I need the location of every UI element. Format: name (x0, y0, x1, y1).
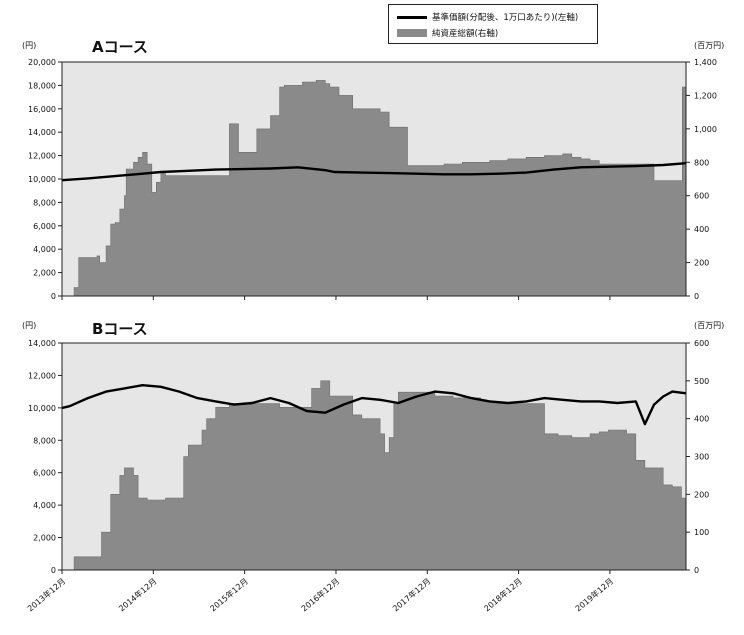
y-right-tick-label-a: 1,000 (694, 125, 717, 134)
y-left-tick-label-a: 8,000 (33, 198, 56, 207)
x-tick-label: 2019年12月 (573, 576, 615, 614)
y-right-tick-label-a: 1,200 (694, 91, 717, 100)
chart-legend: 基準価額(分配後、1万口あたり)(左軸) 純資産総額(右軸) (388, 4, 598, 44)
y-left-tick-label-b: 8,000 (33, 436, 56, 445)
y-right-tick-label-b: 0 (694, 566, 699, 575)
y-left-tick-label-b: 2,000 (33, 534, 56, 543)
y-left-tick-label-a: 4,000 (33, 245, 56, 254)
y-right-tick-label-a: 400 (694, 225, 709, 234)
chart-a-right-unit: (百万円) (694, 41, 725, 50)
y-left-tick-label-a: 18,000 (28, 81, 56, 90)
y-left-tick-label-a: 10,000 (28, 175, 56, 184)
nav-line-b (61, 384, 687, 426)
y-right-tick-label-b: 100 (694, 528, 709, 537)
y-left-tick-label-a: 14,000 (28, 128, 56, 137)
net-assets-area-a (62, 80, 687, 297)
y-right-tick-label-b: 600 (694, 339, 709, 348)
y-right-tick-label-a: 600 (694, 192, 709, 201)
legend-line-swatch (397, 15, 427, 19)
y-left-tick-label-b: 14,000 (28, 339, 56, 348)
y-right-tick-label-a: 800 (694, 158, 709, 167)
y-left-tick-label-b: 12,000 (28, 371, 56, 380)
net-assets-area-b (62, 380, 687, 571)
y-right-tick-label-b: 500 (694, 377, 709, 386)
y-right-tick-label-b: 300 (694, 453, 709, 462)
y-left-tick-label-a: 16,000 (28, 105, 56, 114)
chart-b-title: Bコース (92, 320, 148, 338)
chart-a-left-unit: (円) (22, 41, 37, 50)
y-left-tick-label-b: 4,000 (33, 501, 56, 510)
chart-b-left-unit: (円) (22, 321, 37, 330)
nav-line-a (61, 162, 687, 182)
y-left-tick-label-a: 20,000 (28, 58, 56, 67)
y-right-tick-label-b: 400 (694, 415, 709, 424)
y-right-tick-label-a: 1,400 (694, 58, 717, 67)
y-left-tick-label-a: 2,000 (33, 269, 56, 278)
legend-item-area: 純資産総額(右軸) (397, 25, 498, 41)
y-right-tick-label-a: 0 (694, 292, 699, 301)
x-tick-label: 2015年12月 (208, 576, 250, 614)
x-tick-label: 2014年12月 (117, 576, 159, 614)
y-left-tick-label-b: 0 (51, 566, 56, 575)
x-tick-label: 2016年12月 (299, 576, 341, 614)
chart-b-right-unit: (百万円) (694, 321, 725, 330)
y-left-tick-label-b: 6,000 (33, 469, 56, 478)
y-left-tick-label-a: 6,000 (33, 222, 56, 231)
chart-a-title: Aコース (92, 38, 148, 56)
y-left-tick-label-a: 12,000 (28, 152, 56, 161)
x-tick-label: 2017年12月 (390, 576, 432, 614)
legend-line-label: 基準価額(分配後、1万口あたり)(左軸) (432, 13, 579, 23)
legend-area-swatch (397, 29, 427, 37)
y-right-tick-label-a: 200 (694, 259, 709, 268)
legend-area-label: 純資産総額(右軸) (432, 29, 499, 39)
y-left-tick-label-a: 0 (51, 292, 56, 301)
legend-item-line: 基準価額(分配後、1万口あたり)(左軸) (397, 9, 578, 25)
y-right-tick-label-b: 200 (694, 490, 709, 499)
y-left-tick-label-b: 10,000 (28, 404, 56, 413)
x-tick-label: 2013年12月 (25, 576, 67, 614)
x-tick-label: 2018年12月 (482, 576, 524, 614)
